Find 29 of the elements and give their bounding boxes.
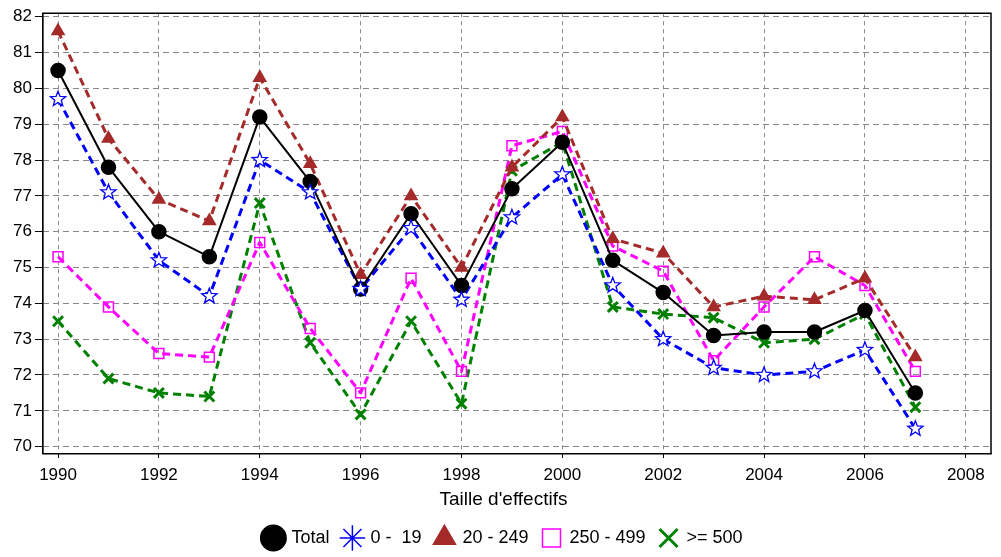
legend-label: 250 - 499 bbox=[569, 526, 646, 547]
x-tick-label: 1998 bbox=[442, 464, 481, 484]
y-tick-label: 75 bbox=[12, 257, 32, 277]
y-tick-label: 71 bbox=[12, 400, 32, 420]
legend-label: Total bbox=[291, 526, 330, 547]
y-tick-label: 73 bbox=[12, 328, 32, 348]
legend-label: >= 500 bbox=[686, 526, 743, 547]
x-tick-label: 1996 bbox=[341, 464, 380, 484]
legend-title: Taille d'effectifs bbox=[439, 487, 568, 509]
x-tick-label: 2008 bbox=[946, 464, 985, 484]
x-tick-label: 2004 bbox=[745, 464, 783, 484]
y-tick-label: 74 bbox=[12, 293, 32, 313]
x-tick-label: 1994 bbox=[240, 464, 279, 484]
y-tick-label: 70 bbox=[12, 436, 32, 456]
x-tick-label: 1990 bbox=[39, 464, 77, 484]
y-tick-label: 79 bbox=[12, 113, 32, 133]
y-tick-label: 76 bbox=[12, 221, 32, 241]
x-tick-label: 1992 bbox=[139, 464, 178, 484]
y-tick-label: 81 bbox=[12, 42, 32, 62]
y-tick-label: 82 bbox=[12, 6, 32, 26]
y-tick-label: 72 bbox=[12, 364, 32, 384]
legend-label: 20 - 249 bbox=[462, 526, 529, 547]
y-tick-label: 80 bbox=[12, 78, 32, 98]
x-tick-label: 2000 bbox=[543, 464, 582, 484]
y-tick-label: 77 bbox=[12, 185, 32, 205]
legend-label: 0 - 19 bbox=[370, 526, 422, 547]
x-tick-label: 2006 bbox=[846, 464, 884, 484]
y-tick-label: 78 bbox=[12, 149, 32, 169]
x-tick-label: 2002 bbox=[644, 464, 683, 484]
